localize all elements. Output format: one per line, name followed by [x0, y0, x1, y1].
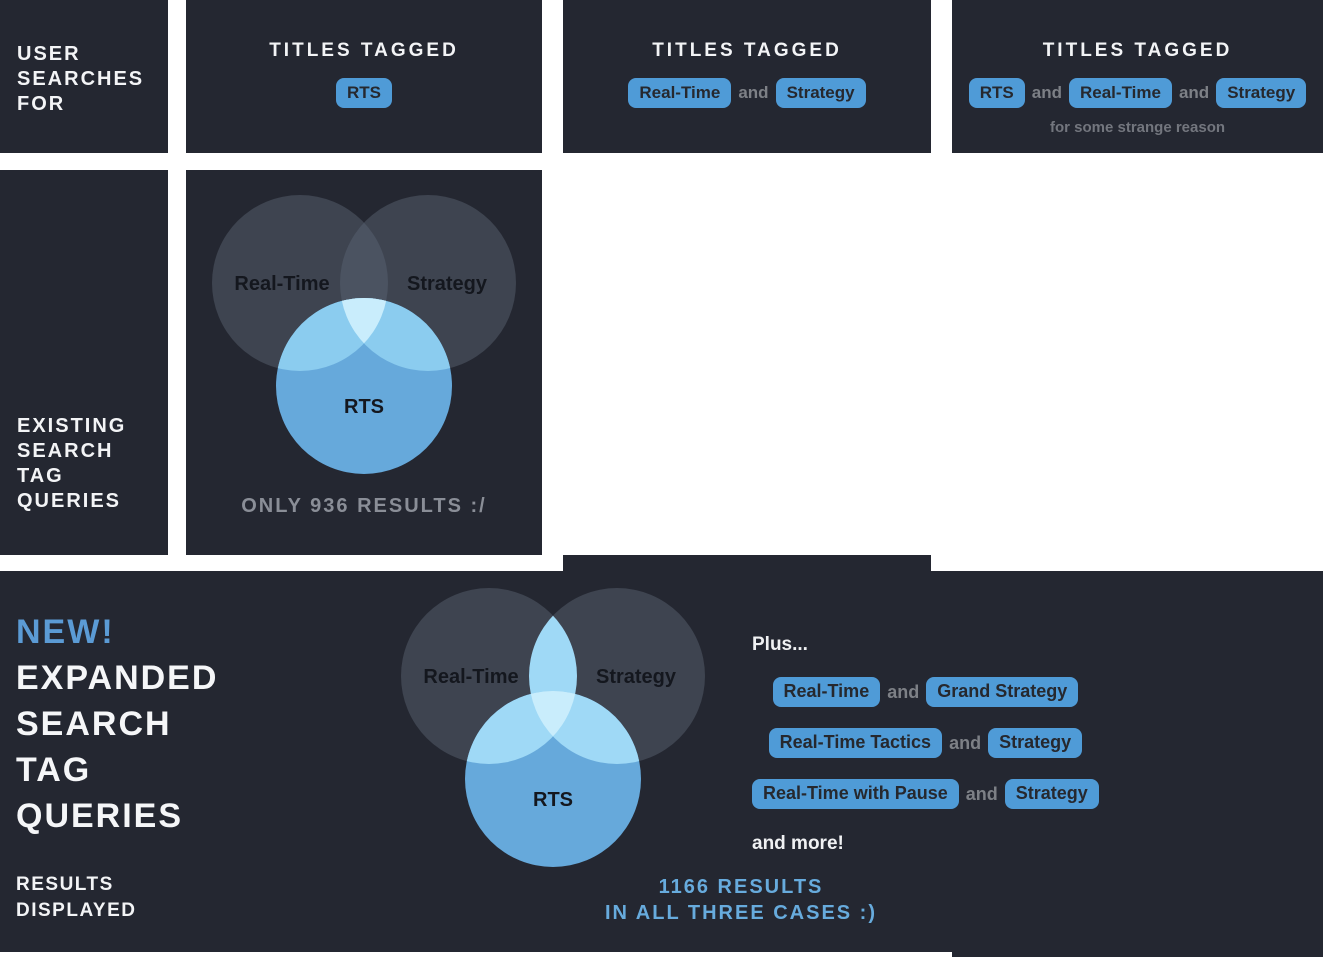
region-strategy-rts	[340, 298, 452, 371]
titles-tagged-heading: TITLES TAGGED	[269, 40, 459, 61]
panel-user-searches-for: USER SEARCHES FOR	[0, 0, 168, 153]
region-realtime-rts	[276, 298, 388, 371]
tag-combo-row: RTS and Real-Time and Strategy	[968, 78, 1307, 108]
strange-reason-note: for some strange reason	[1049, 119, 1226, 136]
venn-label-real-time: Real-Time	[234, 273, 329, 295]
venn-label-rts: RTS	[533, 789, 573, 811]
panel-query-realtime-strategy: TITLES TAGGED Real-Time and Strategy	[563, 0, 931, 153]
tag-badge: Real-Time	[772, 677, 881, 707]
venn-svg: Real-Time Strategy RTS	[212, 195, 516, 474]
tag-badge: Real-Time Tactics	[768, 728, 943, 758]
total-results-caption: 1166 RESULTS IN ALL THREE CASES :)	[561, 874, 921, 926]
panel-venn-rts-query: Real-Time Strategy RTS ONLY 936 RESULTS :/	[186, 170, 542, 555]
total-results-line2: IN ALL THREE CASES :)	[604, 902, 877, 924]
and-label: and	[738, 83, 769, 102]
venn-diagram-rts: Real-Time Strategy RTS	[186, 172, 542, 482]
tag-combo-row: Real-Time Tactics and Strategy	[752, 728, 1099, 758]
venn-label-strategy: Strategy	[596, 666, 677, 688]
tag-badge: Strategy	[988, 728, 1083, 758]
total-results-line1: 1166 RESULTS	[658, 876, 824, 898]
user-searches-for-label: USER SEARCHES FOR	[17, 43, 145, 115]
and-label: and	[1031, 83, 1062, 102]
region-realtime-rts	[465, 691, 577, 764]
existing-queries-label: EXISTING SEARCH TAG QUERIES	[17, 415, 127, 512]
venn-label-real-time: Real-Time	[423, 666, 518, 688]
tag-badge: RTS	[336, 78, 392, 108]
and-label: and	[1178, 83, 1210, 102]
and-label: and	[965, 783, 998, 804]
venn-label-strategy: Strategy	[407, 273, 488, 295]
and-more-label: and more!	[752, 833, 844, 854]
new-badge-label: NEW!	[16, 613, 115, 651]
venn-svg: Real-Time Strategy RTS	[401, 588, 705, 867]
tag-badge: Strategy	[775, 78, 866, 108]
results-displayed-label: RESULTS DISPLAYED	[16, 874, 137, 921]
new-heading-block: NEW! EXPANDED SEARCH TAG QUERIES	[16, 609, 218, 839]
tag-badge: Real-Time with Pause	[752, 779, 959, 809]
tag-badge: Grand Strategy	[926, 677, 1079, 707]
venn-label-rts: RTS	[344, 396, 384, 418]
panel-new-expanded-queries: NEW! EXPANDED SEARCH TAG QUERIES RESULTS…	[0, 571, 1323, 952]
tag-badge: Strategy	[1216, 78, 1307, 108]
plus-combos-block: Plus... Real-Time and Grand Strategy Real-…	[752, 634, 1099, 855]
tag-combo-row: Real-Time with Pause and Strategy	[752, 779, 1099, 809]
panel-existing-queries: EXISTING SEARCH TAG QUERIES RESULTS DISP…	[0, 170, 168, 688]
and-label: and	[887, 681, 920, 702]
tag-combo-row: Real-Time and Grand Strategy	[752, 677, 1099, 707]
plus-label: Plus...	[752, 634, 808, 655]
tag-combo-row: Real-Time and Strategy	[628, 78, 866, 108]
panel-query-rts: TITLES TAGGED RTS	[186, 0, 542, 153]
titles-tagged-heading: TITLES TAGGED	[652, 40, 842, 61]
results-caption: ONLY 936 RESULTS :/	[241, 495, 487, 517]
panel-query-all-three: TITLES TAGGED RTS and Real-Time and Strategy…	[952, 0, 1323, 153]
venn-diagram-expanded: Real-Time Strategy RTS	[375, 565, 731, 875]
and-label: and	[949, 732, 982, 753]
tag-badge: Real-Time	[628, 78, 732, 108]
tag-badge: Real-Time	[1069, 78, 1172, 108]
tag-badge: Strategy	[1004, 779, 1099, 809]
tag-badge: RTS	[968, 78, 1025, 108]
titles-tagged-heading: TITLES TAGGED	[1042, 40, 1233, 61]
tag-combo-row: RTS	[336, 78, 392, 108]
region-strategy-rts	[529, 691, 641, 764]
expanded-queries-heading: EXPANDED SEARCH TAG QUERIES	[16, 659, 219, 835]
